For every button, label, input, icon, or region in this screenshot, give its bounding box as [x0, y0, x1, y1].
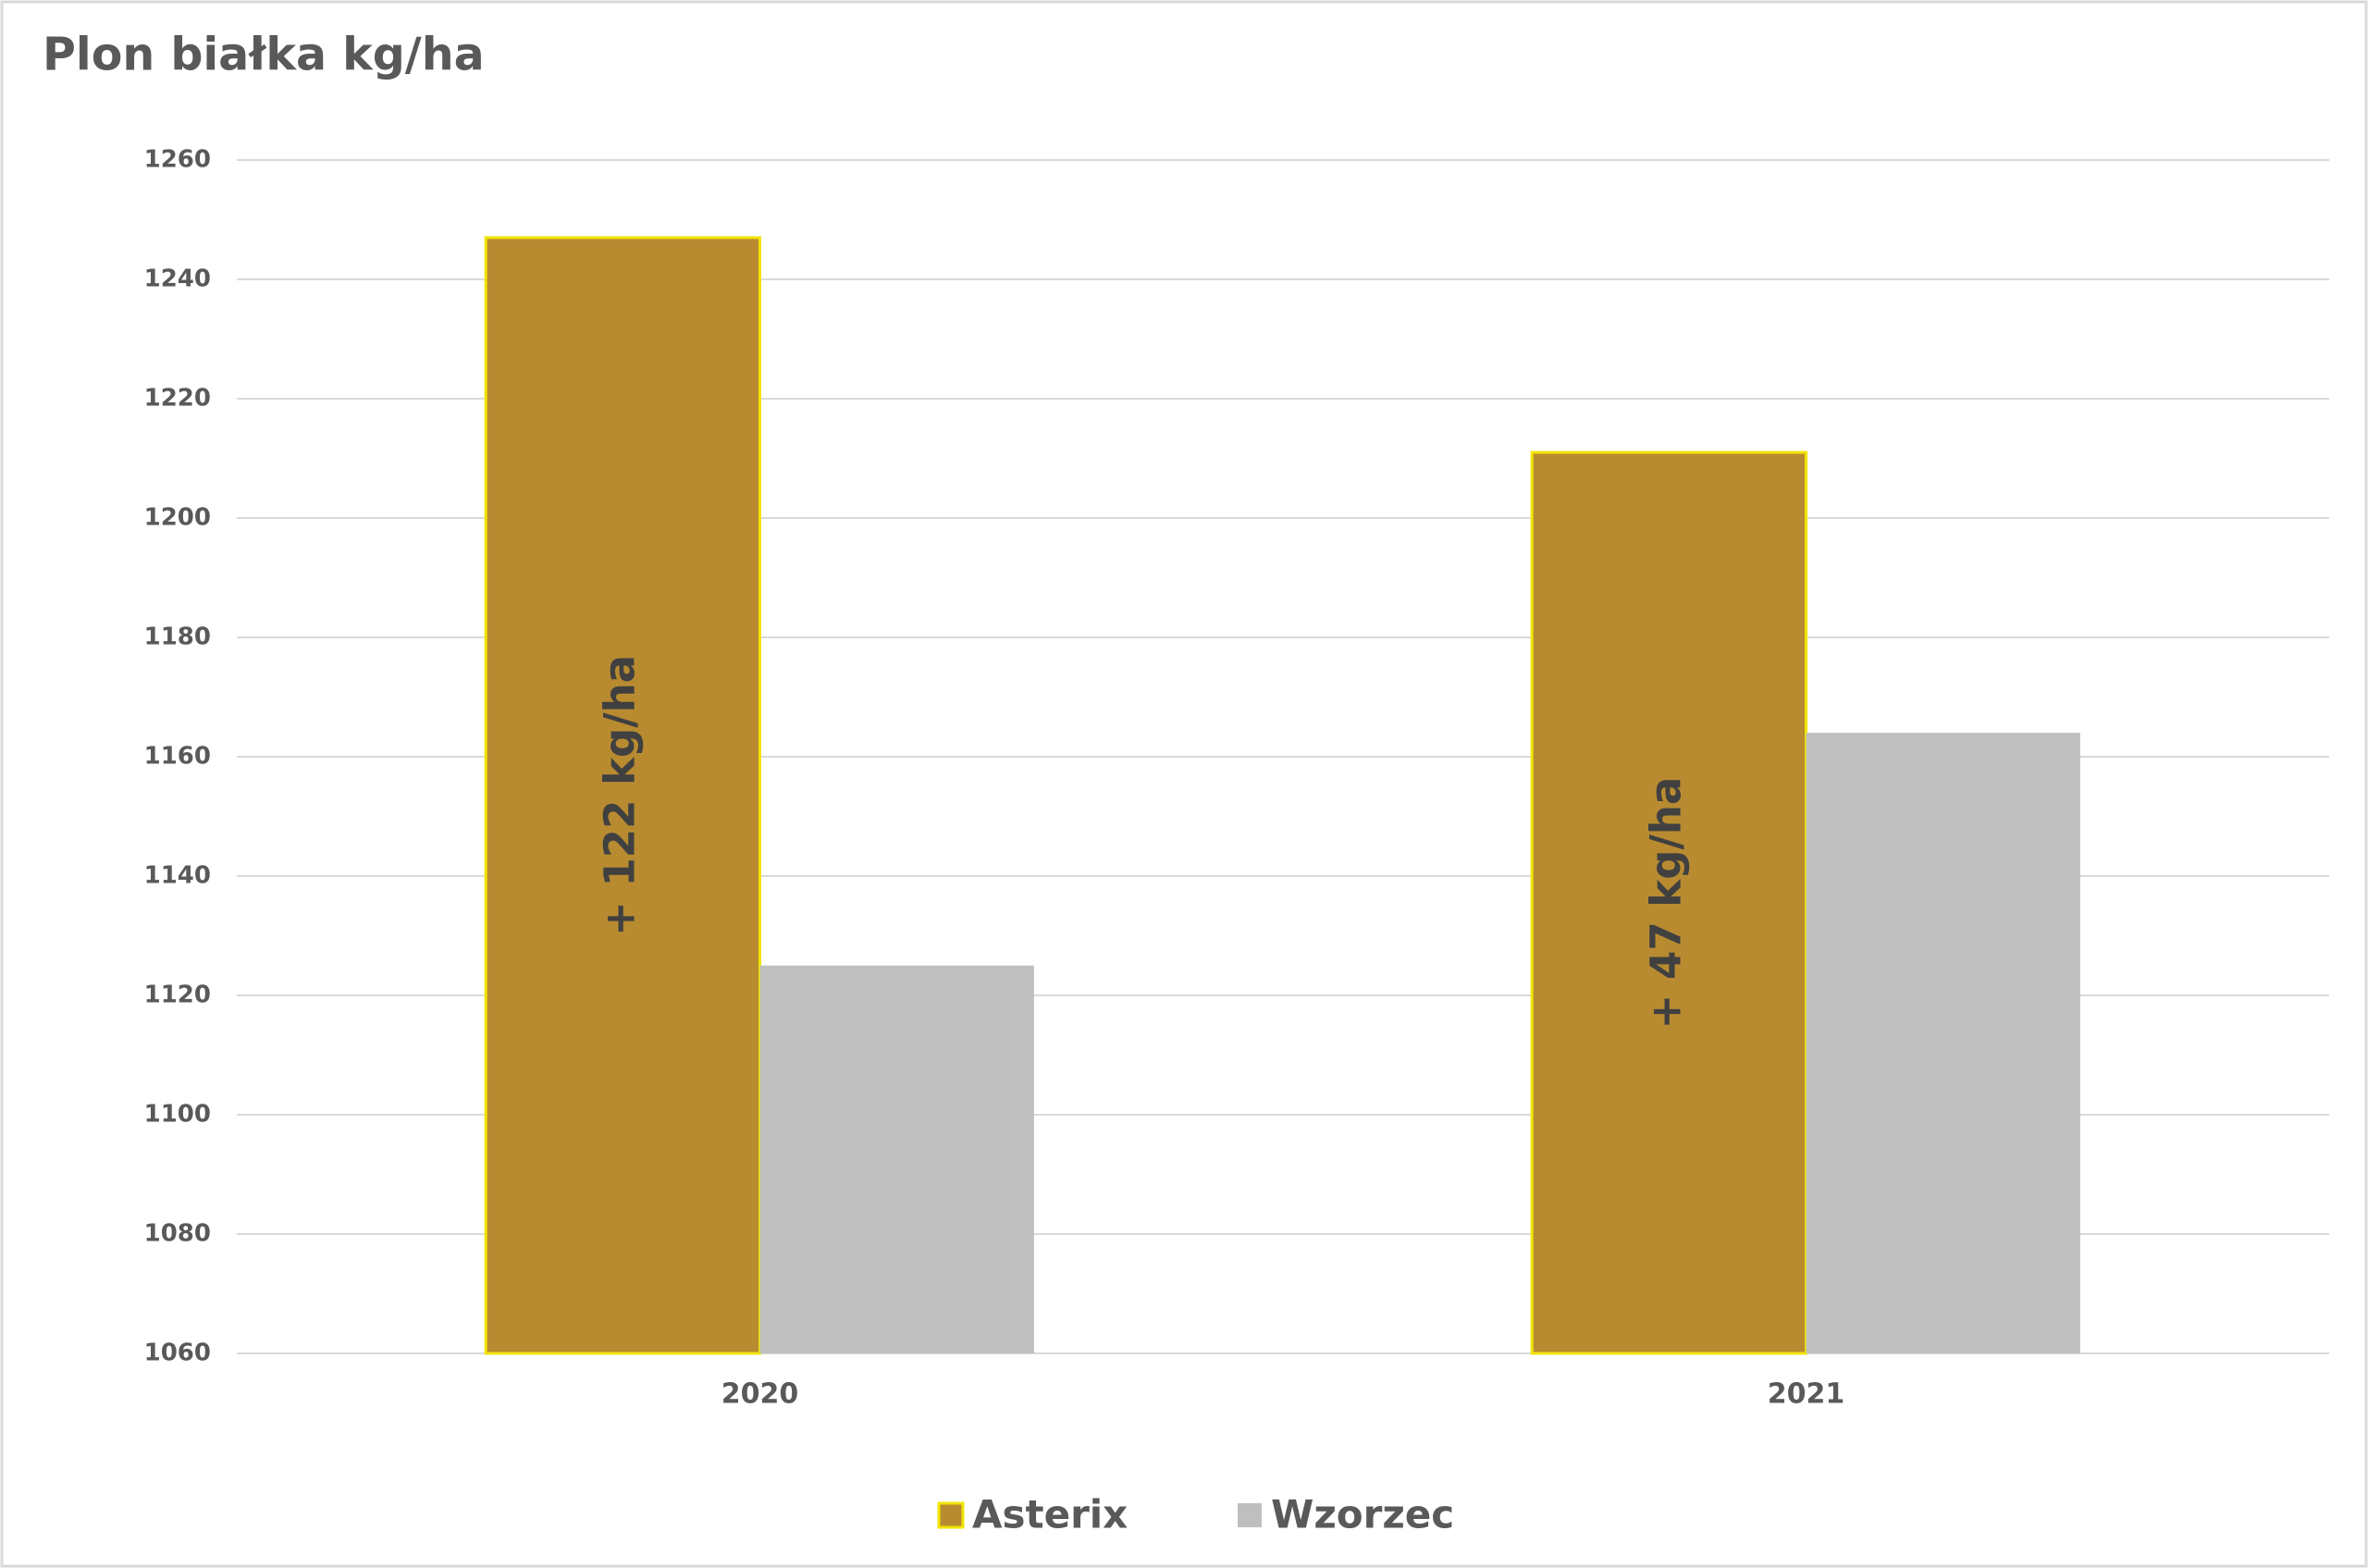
y-tick-label: 1140 — [144, 862, 211, 890]
legend-swatch — [937, 1501, 965, 1529]
y-tick-label: 1100 — [144, 1101, 211, 1129]
legend-label: Asterix — [972, 1492, 1128, 1537]
bar — [1530, 451, 1807, 1355]
y-tick-label: 1240 — [144, 265, 211, 293]
y-tick-label: 1180 — [144, 623, 211, 651]
y-tick-label: 1200 — [144, 504, 211, 532]
x-tick-label: 2020 — [722, 1378, 799, 1411]
bar — [484, 236, 761, 1355]
y-tick-label: 1120 — [144, 982, 211, 1009]
y-tick-label: 1060 — [144, 1340, 211, 1367]
legend-label: Wzorzec — [1271, 1492, 1454, 1537]
y-tick-label: 1220 — [144, 385, 211, 413]
bar — [1806, 733, 2080, 1353]
annotation: + 122 kg/ha — [595, 655, 644, 936]
annotation: + 47 kg/ha — [1641, 777, 1690, 1030]
chart-title: Plon białka kg/ha — [43, 29, 485, 81]
bar — [759, 965, 1034, 1353]
y-tick-label: 1160 — [144, 743, 211, 771]
y-tick-label: 1260 — [144, 146, 211, 174]
legend-swatch — [1238, 1503, 1262, 1527]
x-tick-label: 2021 — [1768, 1378, 1845, 1411]
y-tick-label: 1080 — [144, 1220, 211, 1248]
